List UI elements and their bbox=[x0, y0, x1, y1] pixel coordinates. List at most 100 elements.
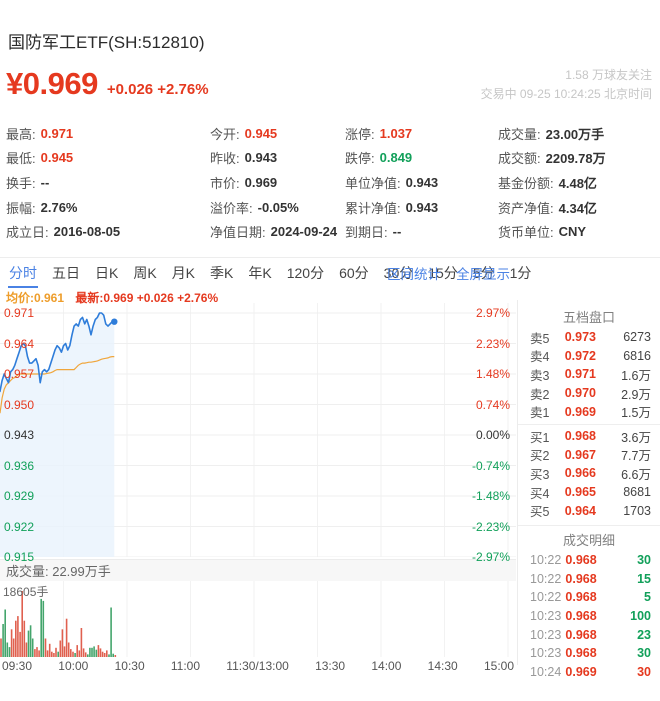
stat-label: 货币单位: bbox=[498, 225, 554, 241]
stat-item: 货币单位: CNY bbox=[498, 219, 606, 244]
stat-value: 0.945 bbox=[244, 125, 278, 141]
time-axis: 09:30 10:00 10:30 11:00 11:30/13:00 13:3… bbox=[0, 659, 516, 673]
order-book-row[interactable]: 卖4 0.972 6816 bbox=[518, 347, 660, 366]
stat-item: 资产净值: 4.34亿 bbox=[498, 195, 606, 220]
stat-item: 累计净值: 0.943 bbox=[345, 195, 438, 220]
order-price: 0.969 bbox=[564, 404, 596, 419]
price-axis-label: 0.971 bbox=[4, 306, 35, 320]
transaction-row: 10:22 0.968 30 bbox=[518, 551, 660, 570]
order-price: 0.964 bbox=[564, 503, 596, 518]
stat-label: 最高: bbox=[6, 126, 36, 142]
order-book-row[interactable]: 买3 0.966 6.6万 bbox=[518, 464, 660, 483]
order-book-row[interactable]: 买5 0.964 1703 bbox=[518, 501, 660, 520]
stat-label: 成交量: bbox=[498, 126, 541, 142]
stat-value: -0.05% bbox=[257, 199, 299, 215]
order-price: 0.970 bbox=[564, 386, 596, 401]
price-axis-label: 0.915 bbox=[4, 550, 35, 564]
period-tab[interactable]: 1分 bbox=[509, 265, 532, 281]
percent-axis-label: 2.23% bbox=[475, 336, 510, 351]
stat-value: 0.969 bbox=[244, 174, 278, 190]
transaction-time: 10:22 bbox=[530, 590, 562, 605]
price-chart-canvas[interactable] bbox=[0, 303, 516, 557]
avg-price-legend: 均价:0.961 bbox=[6, 291, 65, 305]
order-book-row[interactable]: 卖3 0.971 1.6万 bbox=[518, 365, 660, 384]
intraday-price-chart[interactable]: 0.971 0.964 0.957 0.950 0.943 0.936 0.929 0.922… bbox=[0, 303, 516, 564]
transaction-list: 10:22 0.968 30 10:22 0.968 15 10:22 0.96… bbox=[518, 551, 660, 681]
transaction-price: 0.968 bbox=[565, 590, 597, 605]
time-axis-label: 14:30 bbox=[427, 659, 458, 673]
stat-item: 昨收: 0.943 bbox=[210, 146, 337, 171]
stat-label: 成立日: bbox=[6, 225, 49, 241]
transaction-price: 0.968 bbox=[565, 571, 597, 586]
price-axis-label: 0.929 bbox=[4, 489, 35, 503]
current-price: ¥0.969 bbox=[6, 66, 98, 101]
transaction-price: 0.968 bbox=[565, 627, 597, 642]
chart-tool-link[interactable]: 全屏显示 bbox=[456, 267, 510, 282]
chart-tool-link[interactable]: 区间统计 bbox=[387, 267, 441, 282]
period-tab[interactable]: 120分 bbox=[286, 265, 325, 281]
transaction-price: 0.968 bbox=[565, 553, 597, 568]
order-quantity: 1.5万 bbox=[621, 406, 651, 421]
transactions-title: 成交明细 bbox=[518, 524, 660, 551]
volume-chart-canvas[interactable] bbox=[0, 581, 516, 657]
stats-column: 最高: 0.971 最低: 0.945 换手: -- 振幅: 2.76% bbox=[6, 121, 120, 244]
order-level-label: 卖1 bbox=[530, 406, 550, 421]
stat-value: 23.00万手 bbox=[545, 126, 605, 142]
stat-value: 1.037 bbox=[379, 125, 413, 141]
order-level-label: 卖2 bbox=[530, 387, 550, 402]
transaction-row: 10:23 0.968 100 bbox=[518, 607, 660, 626]
time-axis-label: 10:00 bbox=[58, 659, 89, 673]
order-book-row[interactable]: 买1 0.968 3.6万 bbox=[518, 427, 660, 446]
transaction-quantity: 30 bbox=[637, 553, 651, 568]
order-book-row[interactable]: 卖1 0.969 1.5万 bbox=[518, 402, 660, 421]
order-level-label: 卖3 bbox=[530, 368, 550, 383]
period-tab[interactable]: 日K bbox=[95, 265, 119, 281]
order-price: 0.968 bbox=[564, 429, 596, 444]
chart-tool-links: 区间统计 全屏显示 bbox=[372, 258, 510, 288]
stat-value: 0.945 bbox=[40, 150, 74, 166]
order-level-label: 卖4 bbox=[530, 350, 550, 365]
period-tab[interactable]: 30分 bbox=[383, 265, 414, 281]
order-book-row[interactable]: 买4 0.965 8681 bbox=[518, 483, 660, 502]
order-price: 0.971 bbox=[564, 367, 596, 382]
period-tab[interactable]: 60分 bbox=[339, 265, 369, 281]
stat-item: 涨停: 1.037 bbox=[345, 121, 438, 146]
stat-value: 2209.78万 bbox=[545, 151, 606, 167]
order-book-row[interactable]: 卖5 0.973 6273 bbox=[518, 328, 660, 347]
stat-item: 成立日: 2016-08-05 bbox=[6, 219, 120, 244]
price-axis-label: 0.957 bbox=[4, 367, 35, 381]
order-quantity: 1.6万 bbox=[621, 368, 651, 383]
chart-legend: 均价:0.961 最新:0.969 +0.026 +2.76% bbox=[6, 289, 218, 306]
order-quantity: 3.6万 bbox=[621, 430, 651, 445]
transaction-row: 10:24 0.969 30 bbox=[518, 663, 660, 682]
period-tab[interactable]: 年K bbox=[248, 265, 272, 281]
stat-label: 今开: bbox=[210, 126, 240, 142]
period-tab[interactable]: 15分 bbox=[428, 265, 458, 281]
period-tab[interactable]: 5分 bbox=[472, 265, 495, 281]
transaction-time: 10:23 bbox=[530, 609, 562, 624]
volume-chart[interactable]: 18605手 bbox=[0, 581, 516, 657]
period-tab[interactable]: 月K bbox=[171, 265, 196, 281]
order-level-label: 买3 bbox=[530, 467, 550, 482]
stat-item: 最低: 0.945 bbox=[6, 146, 120, 171]
stat-item: 换手: -- bbox=[6, 170, 120, 195]
stat-value: 0.943 bbox=[405, 199, 439, 215]
stat-value: 2016-08-05 bbox=[53, 224, 121, 240]
stat-label: 到期日: bbox=[345, 225, 388, 241]
stat-value: 0.849 bbox=[379, 150, 413, 166]
order-book-row[interactable]: 卖2 0.970 2.9万 bbox=[518, 384, 660, 403]
stat-value: 0.943 bbox=[405, 174, 439, 190]
period-tab[interactable]: 五日 bbox=[52, 265, 80, 281]
stat-label: 跌停: bbox=[345, 151, 375, 167]
percent-axis-label: -2.97% bbox=[471, 550, 510, 564]
transaction-price: 0.968 bbox=[565, 646, 597, 661]
percent-axis-label: -0.74% bbox=[471, 458, 510, 473]
stat-value: -- bbox=[40, 174, 50, 190]
period-tab[interactable]: 周K bbox=[133, 265, 157, 281]
period-tab[interactable]: 分时 bbox=[8, 257, 38, 288]
order-book-row[interactable]: 买2 0.967 7.7万 bbox=[518, 446, 660, 465]
period-tab[interactable]: 季K bbox=[210, 265, 234, 281]
stat-label: 单位净值: bbox=[345, 175, 401, 191]
stat-item: 成交额: 2209.78万 bbox=[498, 146, 606, 171]
bid-list: 买1 0.968 3.6万 买2 0.967 7.7万 买3 0.966 6.6… bbox=[518, 427, 660, 520]
